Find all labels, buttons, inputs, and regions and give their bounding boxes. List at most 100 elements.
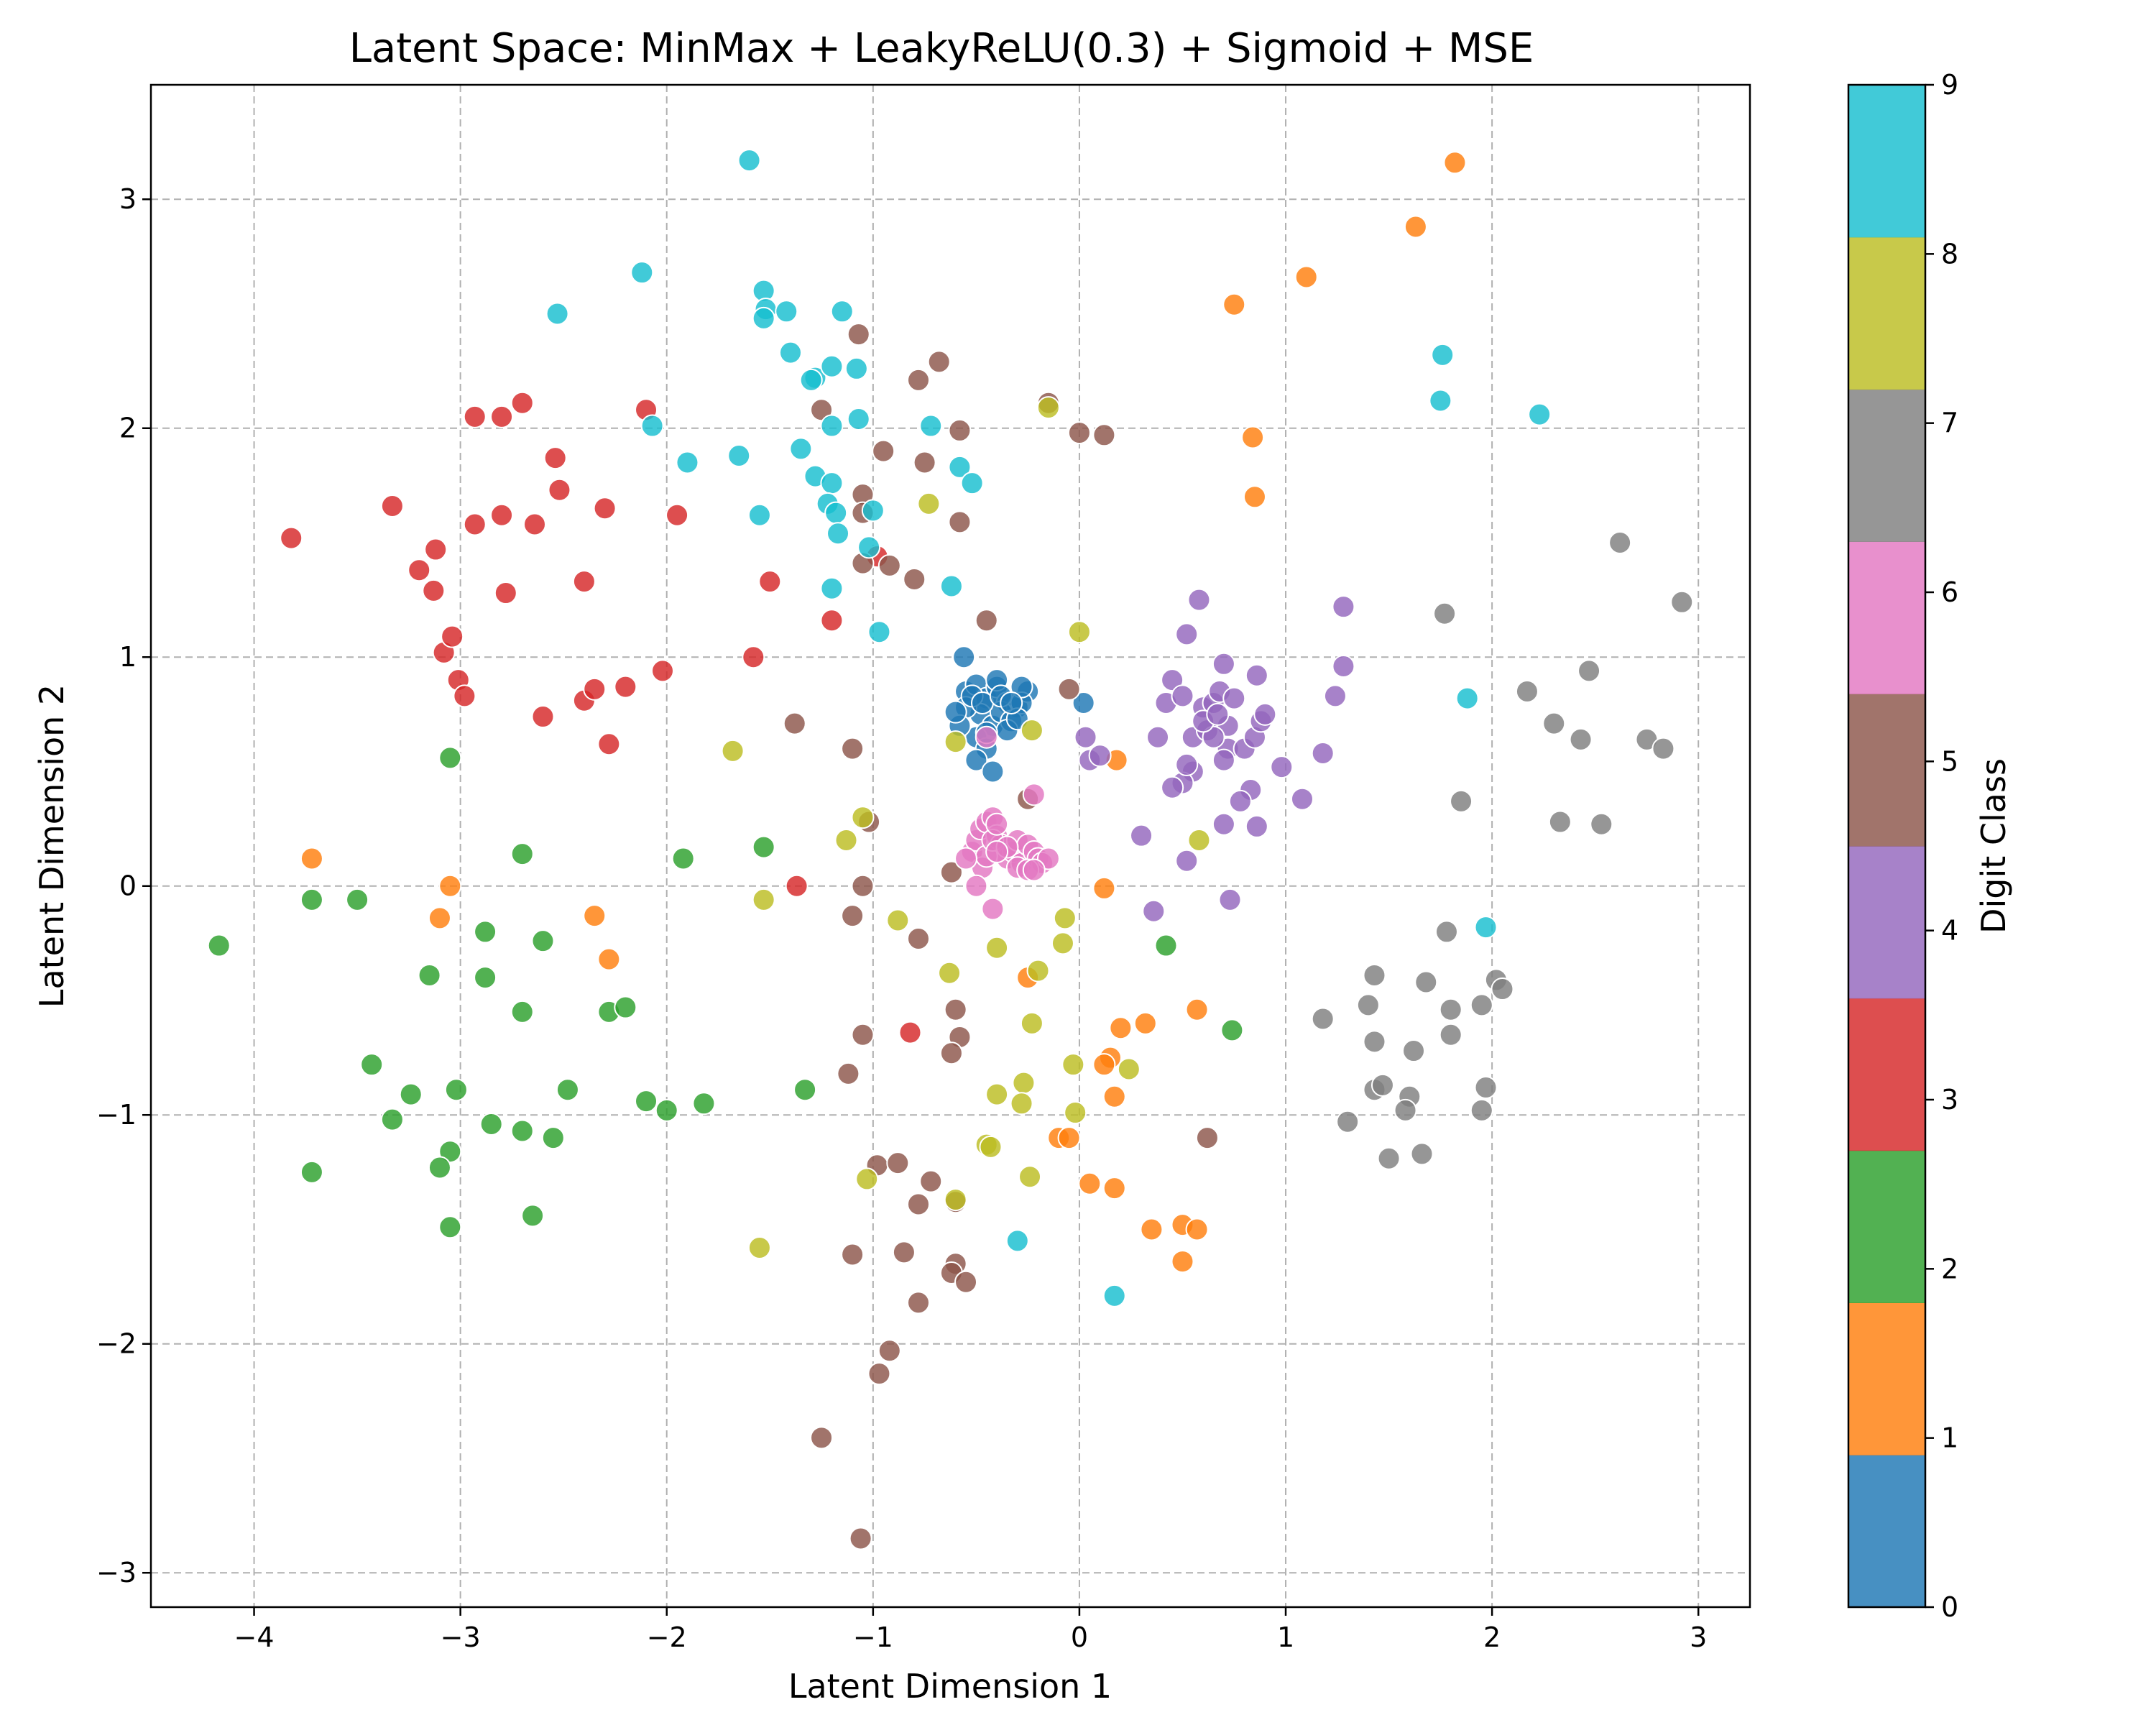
data-point-class-9 [545, 302, 569, 326]
data-point-class-5 [837, 1062, 860, 1085]
data-point-class-4 [1332, 654, 1355, 678]
colorbar-segment-6 [1848, 541, 1925, 694]
data-point-class-1 [1222, 293, 1246, 316]
data-point-class-2 [521, 1204, 545, 1228]
data-point-class-7 [1402, 1039, 1426, 1063]
data-point-class-9 [820, 414, 844, 438]
data-point-class-2 [428, 1156, 451, 1179]
data-point-class-8 [1036, 396, 1060, 420]
data-point-class-4 [1146, 725, 1170, 749]
data-point-class-9 [727, 443, 751, 467]
data-point-class-2 [752, 835, 775, 859]
data-point-class-3 [490, 405, 514, 428]
data-point-class-8 [944, 1188, 967, 1212]
data-point-class-7 [1590, 812, 1613, 836]
data-point-class-5 [975, 609, 998, 632]
data-point-class-8 [1061, 1053, 1085, 1077]
x-tick-label: −4 [234, 1622, 275, 1653]
data-point-class-1 [1171, 1250, 1194, 1274]
data-point-class-5 [810, 1426, 834, 1450]
data-point-class-8 [917, 492, 941, 515]
data-point-class-9 [1431, 343, 1455, 367]
data-point-class-4 [1206, 702, 1230, 726]
data-point-class-0 [964, 748, 988, 772]
data-point-class-1 [1185, 1218, 1209, 1241]
data-point-class-5 [886, 1151, 910, 1175]
data-point-class-7 [1515, 680, 1539, 704]
data-point-class-8 [1064, 1101, 1087, 1125]
data-point-class-4 [1245, 814, 1268, 838]
colorbar-segment-7 [1848, 389, 1925, 542]
data-point-class-2 [300, 888, 323, 911]
data-point-class-9 [789, 437, 813, 461]
data-point-class-4 [1130, 824, 1153, 847]
data-point-class-3 [614, 675, 637, 699]
data-point-class-5 [851, 874, 875, 898]
data-point-class-3 [820, 609, 844, 632]
colorbar-segment-8 [1848, 236, 1925, 390]
data-point-class-5 [1092, 423, 1116, 447]
data-point-class-5 [841, 904, 865, 928]
data-point-class-8 [1051, 932, 1074, 955]
data-point-class-8 [851, 806, 875, 829]
data-point-class-4 [1161, 668, 1184, 692]
y-tick-label: −2 [96, 1328, 137, 1360]
data-point-class-2 [531, 929, 555, 953]
data-point-class-2 [541, 1126, 565, 1150]
data-point-class-2 [474, 966, 497, 990]
data-point-class-6 [985, 812, 1009, 836]
data-point-class-3 [453, 684, 476, 708]
colorbar-tick-label: 5 [1941, 745, 1958, 777]
colorbar-tick-label: 6 [1941, 576, 1958, 608]
colorbar-segment-5 [1848, 694, 1925, 847]
data-point-class-9 [779, 341, 802, 364]
data-point-class-5 [810, 398, 834, 422]
data-point-class-1 [438, 874, 462, 898]
data-point-class-1 [1109, 1016, 1133, 1040]
data-point-class-8 [886, 908, 910, 932]
colorbar-segment-1 [1848, 1302, 1925, 1455]
y-tick-label: 2 [119, 413, 137, 444]
data-point-class-9 [919, 414, 943, 438]
data-point-class-5 [954, 1270, 978, 1294]
data-point-class-9 [824, 501, 848, 525]
data-point-class-4 [1270, 755, 1294, 779]
data-point-class-8 [938, 961, 962, 985]
data-point-class-4 [1142, 899, 1166, 923]
data-point-class-2 [479, 1112, 503, 1136]
data-point-class-4 [1088, 744, 1112, 768]
data-point-class-8 [979, 1135, 1003, 1159]
colorbar-tick-label: 7 [1941, 408, 1958, 439]
data-point-class-4 [1187, 588, 1211, 612]
data-point-class-3 [665, 503, 689, 527]
data-point-class-2 [360, 1053, 384, 1077]
data-point-class-9 [939, 574, 963, 598]
data-point-class-5 [948, 510, 972, 534]
y-tick-label: 0 [119, 870, 137, 902]
data-point-class-7 [1569, 727, 1593, 751]
data-point-class-5 [877, 1339, 901, 1363]
x-tick-label: 3 [1690, 1622, 1707, 1653]
data-point-class-5 [877, 553, 901, 577]
data-point-class-1 [1185, 998, 1209, 1021]
data-point-class-7 [1356, 993, 1380, 1017]
data-point-class-8 [1026, 959, 1050, 983]
data-point-class-5 [944, 998, 967, 1021]
data-point-class-7 [1548, 810, 1572, 834]
chart-title: Latent Space: MinMax + LeakyReLU(0.3) + … [349, 25, 1534, 72]
data-point-class-7 [1542, 712, 1566, 735]
data-point-class-9 [960, 472, 984, 495]
data-point-class-7 [1363, 963, 1386, 987]
data-point-class-7 [1439, 1023, 1462, 1046]
colorbar-tick-label: 8 [1941, 238, 1958, 270]
data-point-class-8 [752, 888, 775, 911]
data-point-class-6 [954, 847, 978, 870]
y-tick-label: 1 [119, 641, 137, 673]
data-point-class-7 [1433, 602, 1457, 625]
x-axis-label: Latent Dimension 1 [788, 1667, 1112, 1706]
data-point-class-4 [1218, 888, 1242, 911]
data-point-class-5 [847, 323, 870, 346]
data-point-class-8 [1053, 906, 1077, 930]
data-point-class-9 [847, 408, 870, 431]
data-point-class-4 [1175, 849, 1199, 873]
